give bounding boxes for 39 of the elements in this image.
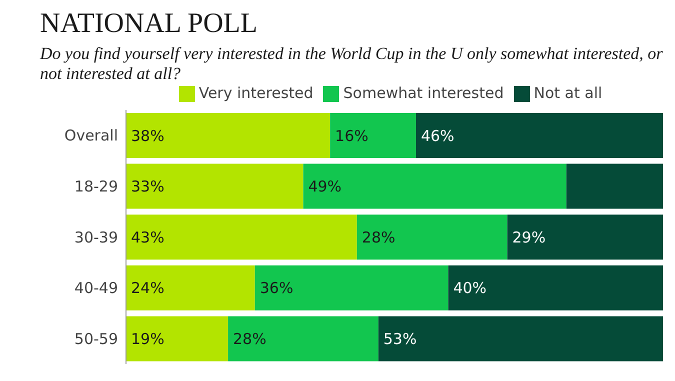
data-label: 53% xyxy=(383,330,417,348)
chart-title: NATIONAL POLL xyxy=(40,8,258,40)
bar xyxy=(448,265,663,310)
data-label: 46% xyxy=(420,126,454,145)
data-label: 38% xyxy=(131,126,164,145)
y-tick-label: 40-49 xyxy=(74,279,118,298)
bar xyxy=(416,113,663,158)
y-tick-label: Overall xyxy=(64,126,118,145)
data-label: 49% xyxy=(308,178,342,196)
data-label: 24% xyxy=(131,279,164,298)
data-label: 36% xyxy=(260,279,294,298)
data-label: 33% xyxy=(131,178,164,196)
data-label: 16% xyxy=(335,126,368,145)
bar xyxy=(303,164,566,209)
bar xyxy=(126,214,357,260)
bar xyxy=(254,265,448,310)
chart-subtitle: Do you find yourself very interested in the World Cup in the U only somewhat interested, or not interested at all? xyxy=(40,44,664,84)
data-label: 40% xyxy=(453,279,487,298)
bar xyxy=(507,214,663,260)
bar xyxy=(228,316,378,362)
data-label: 43% xyxy=(131,228,164,246)
bar xyxy=(330,113,416,158)
bar xyxy=(126,265,255,310)
y-tick-label: 50-59 xyxy=(74,330,118,348)
bar xyxy=(126,316,228,362)
bar xyxy=(566,164,663,209)
data-label: 19% xyxy=(131,330,164,348)
data-label: 28% xyxy=(362,228,396,246)
bar xyxy=(126,164,304,209)
bar xyxy=(356,214,508,260)
bar xyxy=(378,316,663,362)
y-tick-label: 18-29 xyxy=(74,178,118,196)
data-label: 29% xyxy=(512,228,546,246)
legend-label: Very interested xyxy=(198,84,314,102)
y-tick-label: 30-39 xyxy=(74,228,118,246)
legend-label: Not at all xyxy=(534,84,602,102)
legend-label: Somewhat interested xyxy=(343,84,504,102)
bar xyxy=(126,113,330,158)
data-label: 28% xyxy=(233,330,266,348)
